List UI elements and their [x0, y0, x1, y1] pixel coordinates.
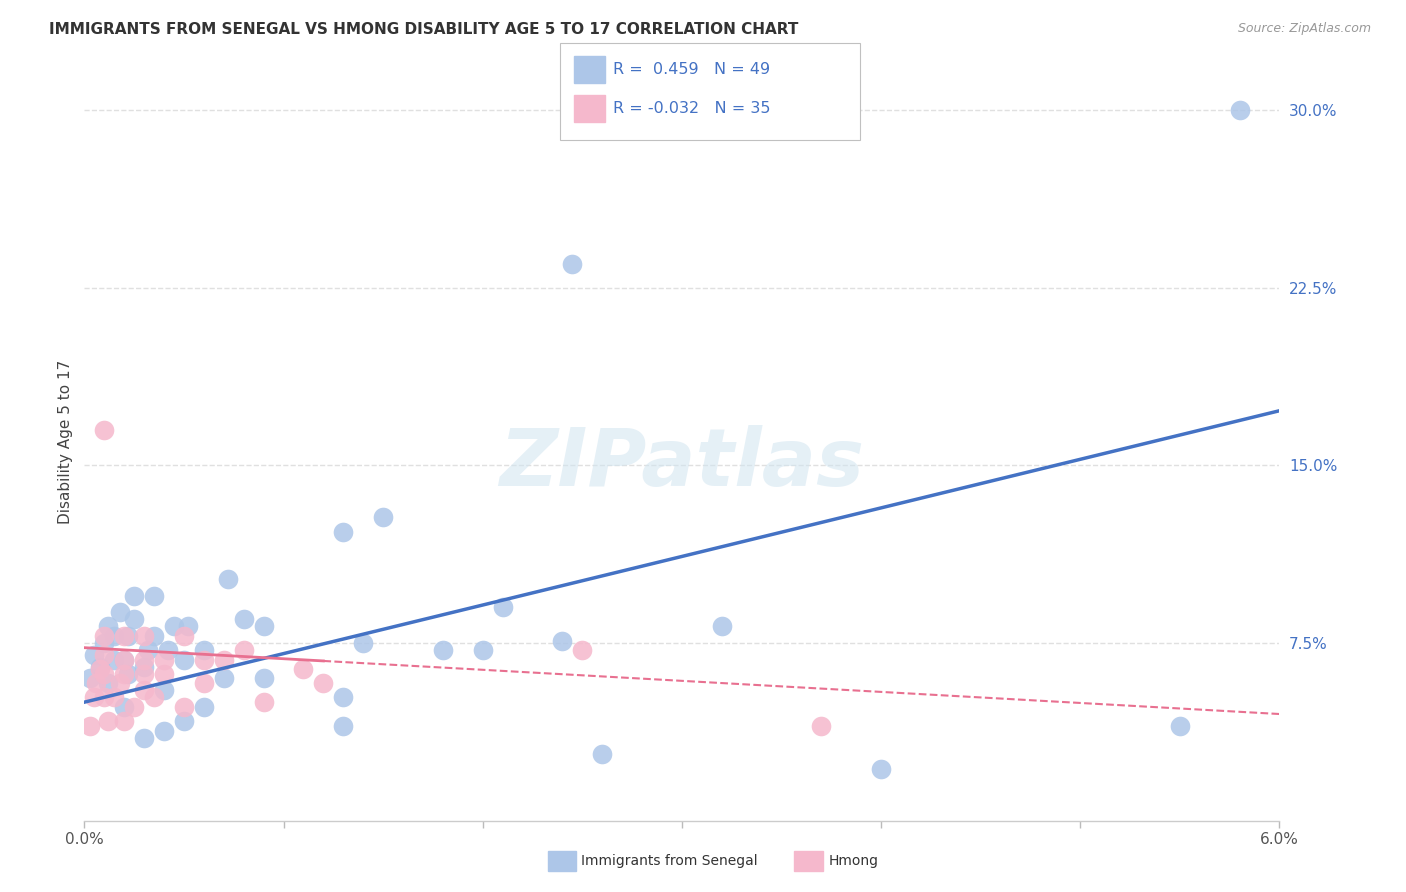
Point — [93, 423, 115, 437]
Point — [112, 652, 135, 666]
Point — [292, 662, 315, 676]
Point — [143, 589, 166, 603]
Point — [132, 683, 156, 698]
Point — [117, 629, 139, 643]
Text: Source: ZipAtlas.com: Source: ZipAtlas.com — [1237, 22, 1371, 36]
Point — [132, 629, 156, 643]
Point — [112, 652, 135, 666]
Point — [122, 699, 145, 714]
Point — [571, 643, 593, 657]
Point — [312, 676, 335, 690]
Point — [153, 666, 176, 681]
Point — [153, 652, 176, 666]
Point — [132, 731, 156, 745]
Point — [122, 612, 145, 626]
Text: Hmong: Hmong — [828, 854, 879, 868]
Point — [870, 762, 893, 776]
Point — [103, 690, 125, 705]
Point — [97, 714, 120, 728]
Point — [373, 510, 395, 524]
Point — [253, 695, 276, 709]
Point — [352, 636, 374, 650]
Point — [132, 652, 156, 666]
Point — [112, 699, 135, 714]
Point — [232, 612, 254, 626]
Point — [551, 633, 574, 648]
Point — [143, 629, 166, 643]
Point — [332, 690, 354, 705]
Point — [132, 659, 156, 673]
Point — [432, 643, 454, 657]
Point — [93, 690, 115, 705]
Point — [103, 629, 125, 643]
Point — [86, 676, 108, 690]
Point — [93, 636, 115, 650]
Point — [112, 666, 135, 681]
Point — [1168, 719, 1191, 733]
Point — [93, 629, 115, 643]
Point — [122, 589, 145, 603]
Point — [173, 714, 195, 728]
Point — [332, 524, 354, 539]
Point — [112, 714, 135, 728]
Point — [193, 699, 215, 714]
Point — [492, 600, 515, 615]
Text: ZIPatlas: ZIPatlas — [499, 425, 865, 503]
Point — [89, 659, 111, 673]
Point — [253, 619, 276, 633]
Point — [117, 666, 139, 681]
Point — [710, 619, 733, 633]
Point — [232, 643, 254, 657]
Point — [810, 719, 832, 733]
Text: IMMIGRANTS FROM SENEGAL VS HMONG DISABILITY AGE 5 TO 17 CORRELATION CHART: IMMIGRANTS FROM SENEGAL VS HMONG DISABIL… — [49, 22, 799, 37]
Point — [163, 619, 186, 633]
Point — [153, 723, 176, 738]
Point — [173, 652, 195, 666]
Point — [103, 652, 125, 666]
Point — [110, 676, 132, 690]
Point — [79, 672, 101, 686]
Point — [93, 666, 115, 681]
Point — [217, 572, 239, 586]
Point — [193, 676, 215, 690]
Point — [591, 747, 613, 762]
Point — [1229, 103, 1251, 117]
Point — [136, 643, 159, 657]
Point — [132, 666, 156, 681]
Point — [83, 648, 105, 662]
Point — [212, 672, 235, 686]
Point — [83, 690, 105, 705]
Y-axis label: Disability Age 5 to 17: Disability Age 5 to 17 — [58, 359, 73, 524]
Point — [332, 719, 354, 733]
Point — [193, 652, 215, 666]
Point — [93, 648, 115, 662]
Point — [212, 652, 235, 666]
Point — [177, 619, 200, 633]
Point — [193, 643, 215, 657]
Text: R = -0.032   N = 35: R = -0.032 N = 35 — [613, 102, 770, 116]
Point — [97, 619, 120, 633]
Point — [153, 683, 176, 698]
Point — [112, 629, 135, 643]
Point — [97, 676, 120, 690]
Point — [157, 643, 180, 657]
Point — [253, 672, 276, 686]
Point — [173, 699, 195, 714]
Point — [110, 605, 132, 619]
Point — [89, 662, 111, 676]
Point — [471, 643, 494, 657]
Point — [143, 690, 166, 705]
Point — [561, 257, 583, 271]
Text: R =  0.459   N = 49: R = 0.459 N = 49 — [613, 62, 770, 77]
Point — [173, 629, 195, 643]
Text: Immigrants from Senegal: Immigrants from Senegal — [581, 854, 758, 868]
Point — [79, 719, 101, 733]
